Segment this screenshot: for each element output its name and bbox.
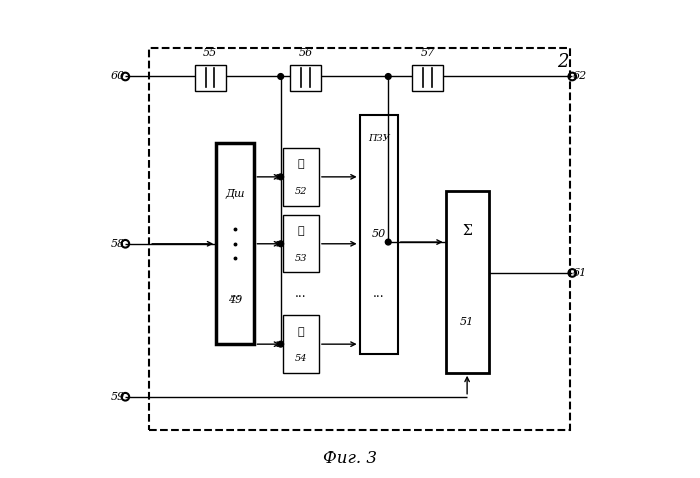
Text: ℓ: ℓ	[298, 226, 304, 236]
Circle shape	[278, 174, 284, 180]
Circle shape	[278, 241, 284, 247]
Text: 50: 50	[372, 229, 386, 239]
Text: 52: 52	[295, 187, 307, 196]
Text: 59: 59	[111, 392, 125, 402]
Circle shape	[386, 74, 391, 79]
FancyBboxPatch shape	[446, 191, 489, 373]
FancyBboxPatch shape	[283, 315, 319, 373]
Text: ...: ...	[295, 287, 307, 301]
Text: 55: 55	[203, 48, 217, 57]
Text: ...: ...	[230, 287, 241, 301]
Text: Фиг. 3: Фиг. 3	[323, 450, 377, 467]
Text: ...: ...	[373, 287, 384, 301]
FancyBboxPatch shape	[216, 143, 254, 344]
FancyBboxPatch shape	[290, 65, 321, 91]
Text: 54: 54	[295, 354, 307, 363]
Text: Дш: Дш	[225, 189, 245, 198]
Text: ℓ: ℓ	[298, 326, 304, 337]
FancyBboxPatch shape	[283, 148, 319, 206]
Circle shape	[278, 74, 284, 79]
Text: Σ: Σ	[462, 224, 472, 238]
FancyBboxPatch shape	[149, 48, 570, 430]
Text: 61: 61	[573, 268, 587, 278]
Text: 53: 53	[295, 254, 307, 262]
Text: 60: 60	[111, 72, 125, 81]
Text: ℓ: ℓ	[298, 159, 304, 169]
Text: 57: 57	[421, 48, 435, 57]
Text: 2: 2	[557, 53, 568, 71]
Circle shape	[386, 239, 391, 245]
FancyBboxPatch shape	[283, 215, 319, 272]
Text: 62: 62	[573, 72, 587, 81]
FancyBboxPatch shape	[195, 65, 225, 91]
FancyBboxPatch shape	[360, 115, 398, 354]
Text: 56: 56	[299, 48, 313, 57]
Text: 49: 49	[228, 295, 242, 305]
FancyBboxPatch shape	[412, 65, 443, 91]
Text: 58: 58	[111, 239, 125, 249]
Circle shape	[278, 341, 284, 347]
Text: ПЗУ: ПЗУ	[368, 134, 389, 143]
Text: 51: 51	[460, 317, 474, 327]
